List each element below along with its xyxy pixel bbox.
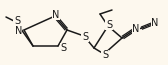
Text: N: N (151, 18, 159, 28)
Text: S: S (82, 32, 88, 42)
Text: N: N (15, 26, 22, 36)
Text: S: S (106, 20, 112, 30)
Text: S: S (102, 50, 108, 60)
Text: N: N (132, 24, 140, 34)
Text: N: N (52, 10, 60, 20)
Text: S: S (14, 16, 20, 26)
Text: S: S (60, 43, 66, 53)
